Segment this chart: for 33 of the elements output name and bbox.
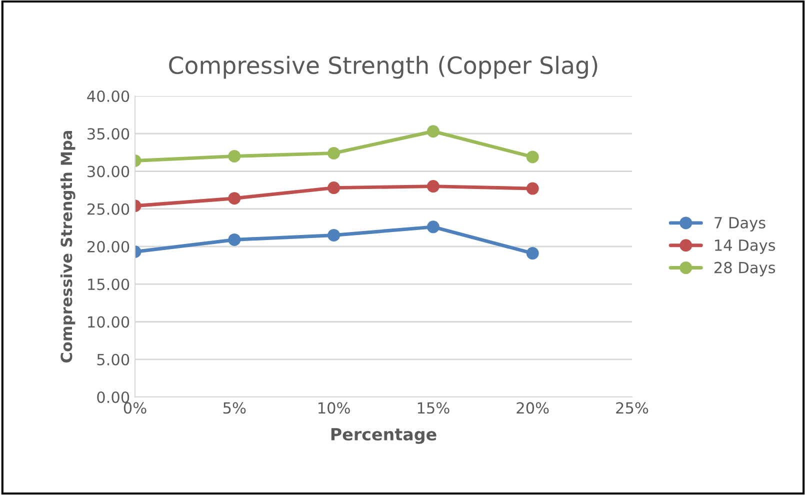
y-tick-label: 15.00 (88, 278, 130, 290)
x-tick-label: 5% (223, 402, 246, 414)
point (228, 150, 241, 162)
y-tick-label: 40.00 (87, 90, 130, 102)
legend-label: 28 Days (714, 262, 776, 276)
chart-title: Compressive Strength (Copper Slag) (169, 56, 598, 79)
legend-label: 7 Days (714, 217, 766, 232)
x-tick-label: 0% (124, 402, 146, 414)
point (328, 182, 340, 194)
y-tick-label: 20.00 (88, 240, 130, 253)
x-tick-label: 25% (616, 402, 648, 414)
x-tick-label: 10% (318, 402, 350, 414)
x-axis-title: Percentage (331, 428, 436, 444)
y-tick-label: 35.00 (88, 128, 130, 140)
point (426, 125, 440, 138)
point (426, 180, 440, 193)
y-tick-label: 30.00 (88, 166, 130, 178)
y-tick-label: 25.00 (88, 203, 130, 215)
x-tick-label: 20% (516, 402, 549, 414)
y-axis-title: Compressive Strength Mpa (60, 130, 76, 362)
x-tick-label: 15% (418, 402, 450, 414)
point (426, 220, 440, 234)
point (228, 192, 241, 205)
legend-label: 14 Days (715, 240, 776, 254)
point (328, 146, 340, 160)
y-tick-label: 10.00 (88, 316, 130, 328)
y-tick-label: 5.00 (97, 354, 130, 366)
point (526, 150, 539, 164)
point (526, 247, 539, 260)
point (526, 182, 539, 195)
point (328, 228, 340, 242)
y-tick-label: 0.00 (97, 391, 130, 404)
point (228, 233, 241, 246)
